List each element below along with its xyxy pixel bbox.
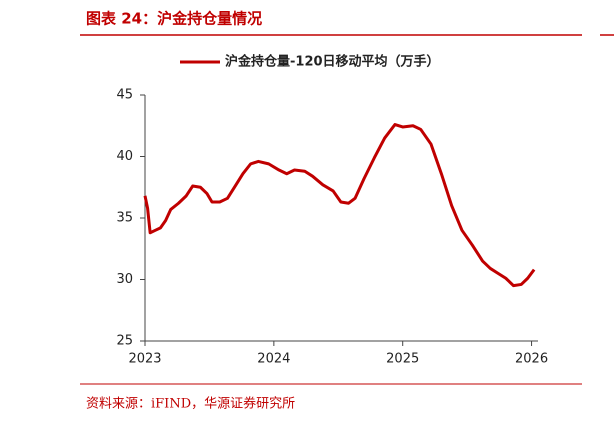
y-tick-label: 40 [116,149,133,164]
source: 资料来源：iFIND，华源证券研究所 [86,396,295,412]
x-tick-label: 2026 [515,352,548,367]
x-tick-label: 2025 [386,352,419,367]
y-tick-label: 45 [116,88,133,103]
y-tick-label: 25 [116,334,133,349]
y-tick-label: 30 [116,272,133,287]
x-tick-label: 2024 [257,352,290,367]
chart-title: 图表 24：沪金持仓量情况 [86,10,262,28]
x-tick-label: 2023 [128,352,161,367]
y-tick-label: 35 [116,211,133,226]
series-line [143,123,536,288]
legend-label: 沪金持仓量-120日移动平均（万手） [225,54,440,70]
